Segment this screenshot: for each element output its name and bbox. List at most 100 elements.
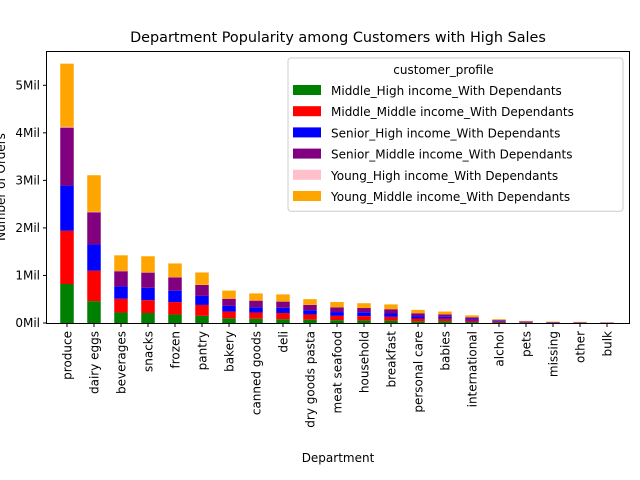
- bar-segment: [465, 317, 479, 320]
- bar-segment: [357, 303, 371, 308]
- x-tick-label: alchol: [493, 331, 507, 367]
- bar-segment: [114, 312, 128, 323]
- bar-segment: [276, 313, 290, 320]
- bar-segment: [438, 316, 452, 319]
- bar-segment: [114, 286, 128, 299]
- legend-entry-label: Middle_High income_With Dependants: [331, 84, 562, 98]
- x-tick-label: household: [358, 331, 372, 393]
- bar-segment: [384, 313, 398, 317]
- x-tick-label: dry goods pasta: [304, 331, 318, 428]
- bar-segment: [465, 322, 479, 323]
- bar-segment: [438, 314, 452, 317]
- bar-segment: [249, 318, 263, 323]
- legend-swatch: [293, 127, 321, 138]
- bar-segment: [492, 319, 506, 321]
- legend-swatch: [293, 169, 321, 180]
- bar-segment: [357, 320, 371, 323]
- legend-entry-label: Middle_Middle income_With Dependants: [331, 105, 574, 119]
- bar-segment: [303, 319, 317, 323]
- bar-segment: [141, 287, 155, 301]
- bar-segment: [222, 318, 236, 323]
- bar-segment: [60, 126, 74, 128]
- x-axis-label: Department: [302, 451, 375, 465]
- bar-segment: [195, 304, 209, 316]
- bar-segment: [438, 311, 452, 315]
- bar-segment: [195, 272, 209, 285]
- bar-segment: [411, 309, 425, 314]
- bar-segment: [276, 307, 290, 314]
- bar-segment: [303, 299, 317, 305]
- legend-swatch: [293, 106, 321, 117]
- x-tick-label: pets: [520, 331, 534, 357]
- bar-segment: [438, 321, 452, 323]
- x-tick-label: frozen: [169, 331, 183, 369]
- bar-segment: [276, 294, 290, 302]
- x-tick-label: canned goods: [250, 331, 264, 415]
- y-axis-label: Number of Orders: [0, 133, 8, 241]
- y-tick-label: 3Mil: [15, 173, 40, 187]
- bar-segment: [519, 321, 533, 322]
- bar-segment: [249, 300, 263, 308]
- bar-segment: [357, 308, 371, 313]
- bar-segment: [168, 290, 182, 303]
- bar-segment: [141, 300, 155, 314]
- y-tick-label: 2Mil: [15, 221, 40, 235]
- x-tick-label: babies: [439, 331, 453, 371]
- bar-segment: [303, 314, 317, 320]
- bar-segment: [384, 316, 398, 321]
- legend: customer_profile Middle_High income_With …: [287, 57, 624, 212]
- bar-segment: [87, 175, 101, 212]
- x-tick-label: bulk: [601, 331, 615, 357]
- bar-segment: [249, 293, 263, 301]
- bar-segment: [222, 298, 236, 306]
- legend-swatch: [293, 191, 321, 201]
- bar-segment: [330, 312, 344, 316]
- bar-segment: [276, 301, 290, 308]
- bar-segment: [168, 302, 182, 315]
- y-axis: 0Mil 1Mil 2Mil 3Mil 4Mil 5Mil: [15, 78, 47, 330]
- x-tick-label: beverages: [115, 331, 129, 394]
- bar-segment: [168, 277, 182, 291]
- bar-segment: [330, 302, 344, 308]
- bar-segment: [141, 272, 155, 288]
- x-tick-label: pantry: [196, 331, 210, 370]
- bar-segment: [438, 318, 452, 322]
- bar-segment: [87, 270, 101, 302]
- bar-segment: [114, 255, 128, 271]
- y-tick-label: 5Mil: [15, 78, 40, 92]
- bar-segment: [168, 263, 182, 278]
- legend-box: [287, 57, 624, 212]
- bar-segment: [114, 298, 128, 313]
- x-tick-label: other: [574, 331, 588, 363]
- bar-segment: [60, 127, 74, 186]
- y-tick-label: 4Mil: [15, 126, 40, 140]
- y-tick-label: 0Mil: [15, 316, 40, 330]
- bar-segment: [357, 312, 371, 317]
- bar-segment: [330, 307, 344, 313]
- x-tick-label: bakery: [223, 331, 237, 372]
- x-tick-label: breakfast: [385, 331, 399, 388]
- bar-segment: [411, 313, 425, 317]
- bar-segment: [168, 314, 182, 323]
- bar-segment: [303, 304, 317, 311]
- bar-segment: [465, 320, 479, 323]
- legend-entry-label: Senior_Middle income_With Dependants: [331, 148, 572, 162]
- legend-title: customer_profile: [393, 63, 493, 77]
- bar-segment: [384, 304, 398, 310]
- legend-swatch: [293, 148, 321, 159]
- bar-segment: [60, 63, 74, 127]
- legend-entry-label: Young_High income_With Dependants: [330, 169, 558, 183]
- legend-entry-label: Young_Middle income_With Dependants: [330, 190, 570, 204]
- bar-segment: [384, 309, 398, 314]
- bar-segment: [141, 256, 155, 273]
- x-tick-label: snacks: [142, 331, 156, 372]
- chart-title: Department Popularity among Customers wi…: [130, 30, 546, 46]
- x-tick-label: personal care: [412, 331, 426, 413]
- x-tick-label: produce: [61, 331, 75, 380]
- plot-frame: [46, 51, 630, 324]
- bar-segment: [330, 320, 344, 323]
- bar-segment: [249, 312, 263, 319]
- bar-segment: [60, 185, 74, 231]
- bar-segment: [465, 315, 479, 318]
